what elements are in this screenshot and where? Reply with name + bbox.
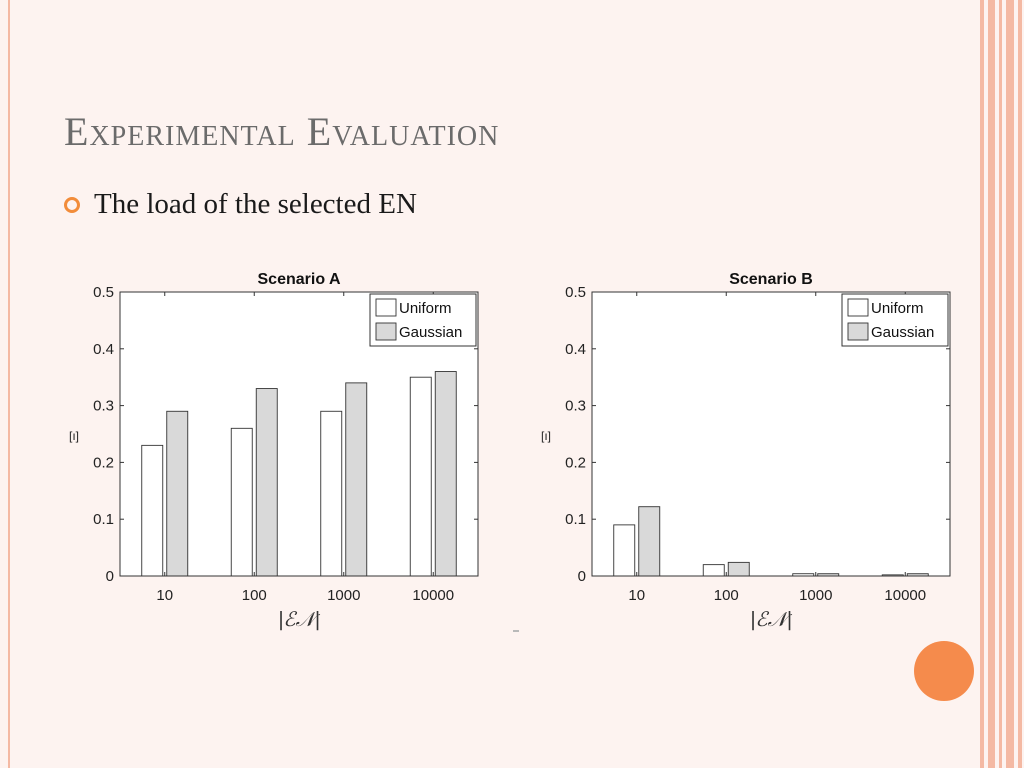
y-tick-label: 0.5 bbox=[565, 284, 586, 301]
y-axis-label: [ı] bbox=[69, 429, 79, 443]
chart-panel-1: 0 0.1 0.2 0.3 0.4 0.5 10 100 1000 10000 Scenario A… bbox=[69, 271, 479, 631]
chart-title: Scenario A bbox=[258, 271, 341, 288]
title-first-initial: E bbox=[64, 109, 90, 154]
left-frame-line bbox=[8, 0, 10, 768]
y-tick-label: 0.5 bbox=[93, 284, 114, 301]
y-tick-label: 0.2 bbox=[93, 454, 114, 471]
y-tick-label: 0.2 bbox=[565, 454, 586, 471]
y-tick-label: 0 bbox=[578, 568, 586, 585]
bar-uniform-10 bbox=[141, 444, 164, 577]
bar-uniform-10000 bbox=[409, 376, 432, 577]
legend-label-uniform: Uniform bbox=[399, 300, 452, 317]
x-tick-label: 1000 bbox=[327, 587, 360, 604]
y-tick-label: 0 bbox=[106, 568, 114, 585]
y-tick-label: 0.1 bbox=[93, 511, 114, 528]
bar-uniform-100 bbox=[230, 427, 253, 577]
chart-panel-2: 0 0.1 0.2 0.3 0.4 0.5 10 100 1000 10000 Scenario B… bbox=[541, 271, 951, 631]
bar-gaussian-1000 bbox=[345, 382, 368, 577]
legend-label-gaussian: Gaussian bbox=[871, 324, 934, 341]
bullet-text: The load of the selected EN bbox=[94, 188, 417, 220]
bar-uniform-100 bbox=[702, 564, 725, 577]
y-tick-label: 0.4 bbox=[565, 341, 586, 358]
axes-frame bbox=[591, 291, 951, 577]
title-second-initial: E bbox=[306, 109, 333, 154]
chart-title: Scenario B bbox=[729, 271, 813, 288]
bar-gaussian-100 bbox=[727, 561, 750, 577]
legend-label-gaussian: Gaussian bbox=[399, 324, 462, 341]
bar-gaussian-100 bbox=[255, 388, 278, 577]
bar-uniform-10 bbox=[613, 524, 636, 577]
legend-label-uniform: Uniform bbox=[871, 300, 924, 317]
right-decorative-stripes bbox=[980, 0, 1022, 768]
x-tick-label: 10000 bbox=[884, 587, 926, 604]
title-second-rest: valuation bbox=[332, 109, 500, 154]
y-tick-label: 0.4 bbox=[93, 341, 114, 358]
legend-swatch-uniform bbox=[375, 298, 397, 317]
y-tick-label: 0.1 bbox=[565, 511, 586, 528]
bullet-circle-icon bbox=[64, 196, 80, 213]
x-tick-label: 100 bbox=[242, 587, 267, 604]
x-axis-label: |ℰ𝒩| bbox=[278, 609, 320, 631]
bar-gaussian-10 bbox=[638, 506, 661, 577]
title-first-rest: xperimental bbox=[89, 109, 296, 154]
x-tick-label: 10 bbox=[156, 587, 173, 604]
x-axis-label: |ℰ𝒩| bbox=[750, 609, 792, 631]
legend-swatch-gaussian bbox=[847, 322, 869, 341]
bar-gaussian-10 bbox=[166, 410, 189, 577]
bar-uniform-1000 bbox=[320, 410, 343, 577]
axes-frame bbox=[119, 291, 479, 577]
legend-swatch-uniform bbox=[847, 298, 869, 317]
x-tick-label: 1000 bbox=[799, 587, 832, 604]
y-tick-label: 0.3 bbox=[93, 398, 114, 415]
decorative-circle bbox=[914, 641, 974, 701]
bullet-item: The load of the selected EN bbox=[64, 188, 417, 221]
bar-gaussian-10000 bbox=[434, 371, 457, 577]
x-tick-label: 10000 bbox=[412, 587, 454, 604]
y-tick-label: 0.3 bbox=[565, 398, 586, 415]
slide-title: Experimental Evaluation bbox=[64, 108, 499, 155]
dash-mark bbox=[513, 630, 519, 632]
x-tick-label: 100 bbox=[714, 587, 739, 604]
y-axis-label: [ı] bbox=[541, 429, 551, 443]
legend-swatch-gaussian bbox=[375, 322, 397, 341]
x-tick-label: 10 bbox=[628, 587, 645, 604]
